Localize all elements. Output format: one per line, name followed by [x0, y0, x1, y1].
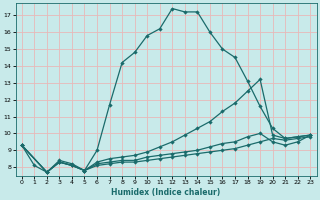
X-axis label: Humidex (Indice chaleur): Humidex (Indice chaleur): [111, 188, 221, 197]
